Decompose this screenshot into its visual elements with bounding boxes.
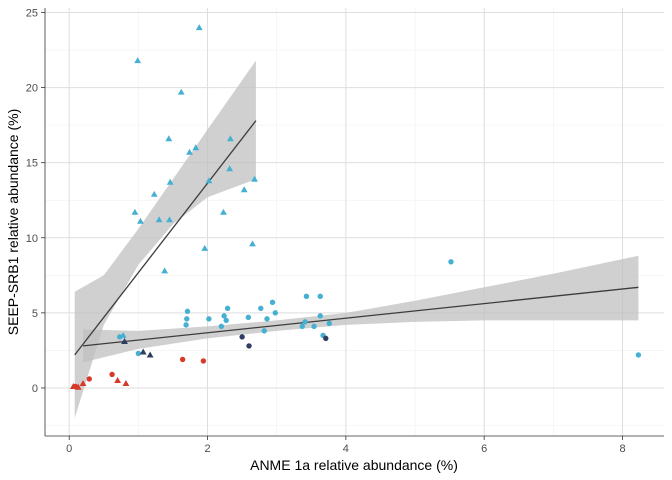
data-point-triangle [166, 178, 174, 185]
trend-lines [74, 120, 639, 356]
data-point-triangle [79, 380, 87, 386]
trend-line-1 [74, 120, 257, 356]
data-point-circle [116, 334, 123, 340]
x-tick-label: 0 [66, 443, 72, 455]
data-point-triangle [201, 244, 209, 251]
data-point-triangle [177, 88, 185, 95]
x-tick-label: 2 [204, 443, 210, 455]
data-points [69, 24, 642, 390]
data-point-triangle [146, 351, 154, 358]
y-tick-label: 0 [32, 383, 38, 395]
data-point-triangle [226, 165, 234, 172]
data-point-circle [239, 334, 245, 340]
data-point-circle [246, 343, 252, 349]
axis-ticks: 0 2 4 6 8 0 5 10 15 20 25 [26, 8, 626, 455]
x-tick-label: 4 [343, 443, 349, 455]
confidence-bands [74, 60, 639, 418]
data-point-circle [179, 356, 186, 363]
data-point-circle [184, 308, 191, 315]
confidence-band-2 [83, 255, 639, 363]
data-point-circle [183, 322, 189, 328]
data-point-circle [223, 317, 229, 324]
grid [45, 8, 664, 436]
data-point-circle [184, 316, 190, 322]
data-point-circle [224, 305, 231, 312]
data-point-circle [258, 305, 264, 312]
data-point-circle [272, 310, 279, 316]
data-point-triangle [166, 216, 173, 223]
data-point-circle [245, 314, 252, 321]
data-point-circle [261, 328, 267, 334]
trend-line-2 [82, 286, 639, 347]
x-tick-label: 6 [481, 443, 487, 455]
data-point-triangle [121, 337, 128, 344]
data-point-circle [218, 323, 225, 330]
data-point-circle [323, 335, 329, 342]
data-point-triangle [137, 217, 144, 224]
data-point-circle [264, 316, 270, 322]
data-point-circle [311, 323, 317, 330]
data-point-triangle [114, 377, 122, 383]
data-point-circle [109, 371, 115, 378]
data-point-triangle [74, 383, 82, 390]
data-point-circle [299, 323, 305, 330]
data-point-triangle [249, 240, 256, 247]
data-point-circle [302, 319, 308, 325]
data-point-triangle [69, 383, 77, 389]
y-tick-label: 10 [26, 233, 38, 245]
data-point-triangle [165, 135, 173, 142]
data-point-triangle [205, 177, 213, 184]
data-point-triangle [150, 190, 158, 197]
confidence-band-1 [74, 60, 256, 418]
data-point-triangle [134, 57, 142, 64]
data-point-triangle [186, 148, 193, 155]
y-tick-label: 5 [32, 308, 38, 320]
x-tick-label: 8 [619, 443, 625, 455]
data-point-triangle [131, 208, 139, 215]
data-point-triangle [195, 24, 203, 31]
data-point-circle [635, 352, 642, 358]
data-point-circle [317, 313, 323, 319]
y-tick-label: 15 [26, 158, 38, 170]
x-axis-title: ANME 1a relative abundance (%) [250, 457, 458, 473]
data-point-triangle [240, 186, 248, 193]
data-point-triangle [155, 216, 163, 223]
data-point-circle [86, 376, 92, 382]
data-point-circle [135, 350, 142, 357]
data-point-triangle [226, 135, 234, 142]
data-point-triangle [122, 380, 130, 386]
data-point-circle [303, 293, 310, 300]
data-point-triangle [139, 348, 147, 355]
data-point-circle [200, 358, 207, 364]
data-point-circle [448, 259, 454, 265]
data-point-circle [221, 313, 227, 319]
data-point-triangle [251, 175, 258, 182]
data-point-circle [317, 293, 323, 300]
data-point-circle [206, 316, 212, 322]
data-point-triangle [192, 144, 200, 151]
data-point-triangle [161, 267, 169, 274]
y-tick-label: 25 [26, 8, 38, 20]
data-point-triangle [220, 208, 227, 215]
y-tick-label: 20 [26, 83, 38, 95]
data-point-circle [326, 320, 332, 327]
y-axis-title: SEEP-SRB1 relative abundance (%) [5, 109, 21, 335]
data-point-circle [269, 299, 276, 306]
